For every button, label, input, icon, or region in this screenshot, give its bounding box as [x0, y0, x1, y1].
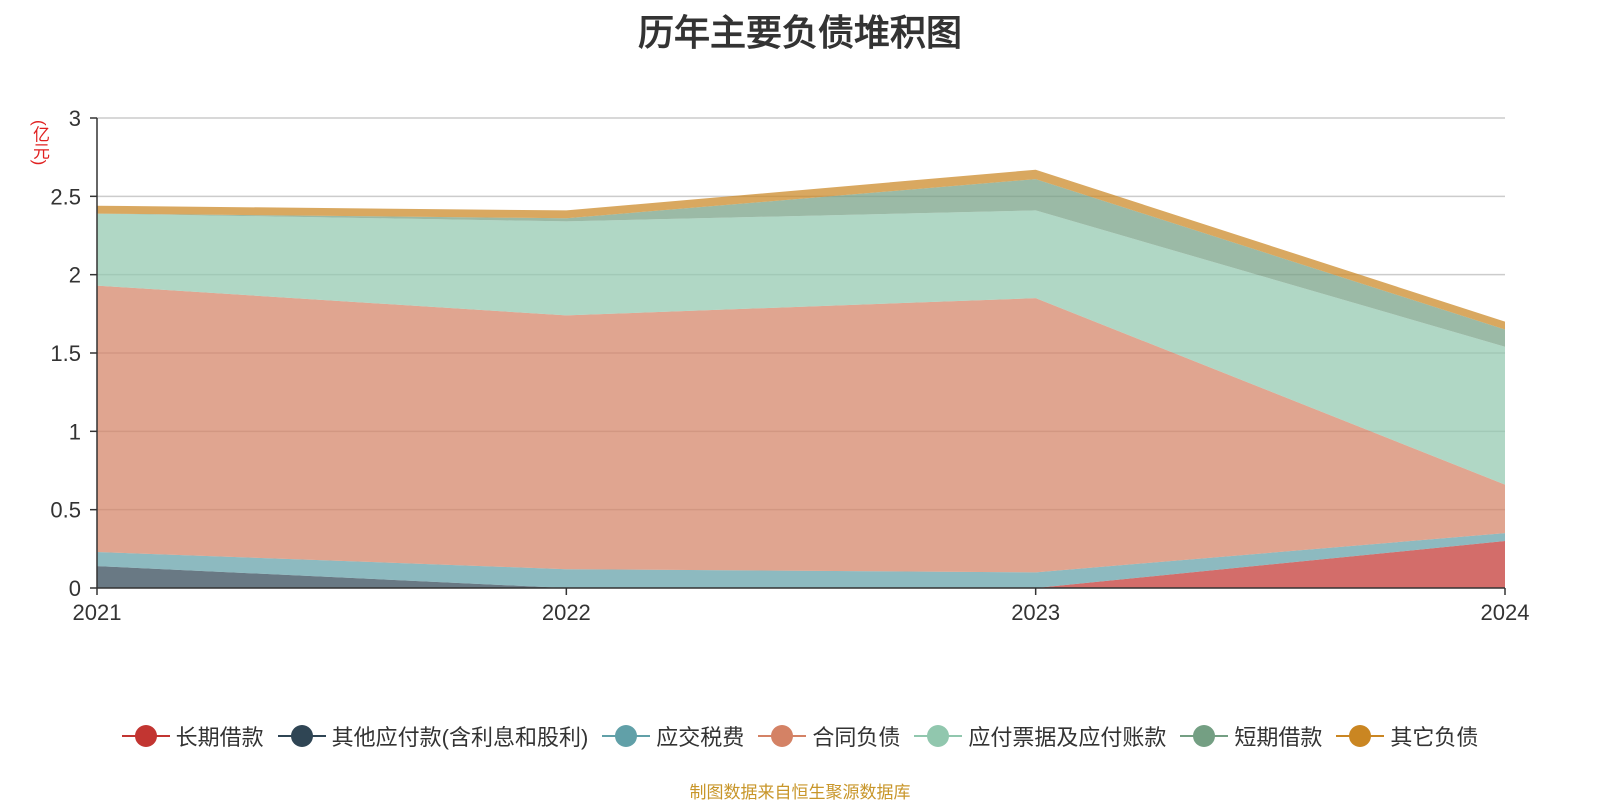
legend-label: 短期借款	[1234, 725, 1323, 750]
legend-item[interactable]: 其他应付款(含利息和股利)	[277, 720, 589, 752]
x-tick-label: 2024	[1481, 600, 1530, 625]
legend-marker-icon	[121, 724, 170, 748]
x-tick-label: 2021	[73, 600, 122, 625]
legend-item[interactable]: 应交税费	[602, 720, 744, 752]
area-series-6	[97, 169, 1505, 330]
legend-item[interactable]: 合同负债	[758, 720, 900, 752]
legend-marker-icon	[277, 724, 326, 748]
y-axis-unit-label: (亿元)	[30, 120, 49, 166]
x-tick-label: 2022	[542, 600, 591, 625]
x-tick-label: 2023	[1011, 600, 1060, 625]
legend-item[interactable]: 其它负债	[1336, 720, 1478, 752]
stacked-areas	[97, 169, 1505, 588]
legend-item[interactable]: 应付票据及应付账款	[914, 720, 1166, 752]
area-series-0	[97, 541, 1505, 588]
legend-marker-icon	[758, 724, 807, 748]
y-tick-label: 2.5	[50, 184, 81, 209]
legend-marker-icon	[602, 724, 651, 748]
legend-marker-icon	[1180, 724, 1229, 748]
y-tick-label: 2	[69, 263, 81, 288]
area-series-2	[97, 533, 1505, 588]
y-tick-label: 1	[69, 419, 81, 444]
legend-item[interactable]: 长期借款	[121, 720, 264, 752]
area-series-3	[97, 285, 1505, 573]
y-tick-label: 0	[69, 576, 81, 601]
legend-item[interactable]: 短期借款	[1180, 720, 1322, 752]
legend-label: 应交税费	[656, 725, 745, 750]
legend-marker-icon	[914, 724, 963, 748]
legend-label: 应付票据及应付账款	[968, 725, 1167, 750]
area-series-1	[97, 541, 1505, 588]
chart-title: 历年主要负债堆积图	[637, 12, 962, 53]
area-series-5	[97, 179, 1505, 347]
axes: 0 0.5 1 1.5 2 2.5 3 2021 2022 2023 2024	[50, 106, 1529, 625]
area-chart: 0 0.5 1 1.5 2 2.5 3 2021 2022 2023 2024	[50, 106, 1529, 625]
y-tick-label: 0.5	[50, 498, 81, 523]
legend-label: 长期借款	[175, 725, 264, 750]
legend-label: 其他应付款(含利息和股利)	[331, 725, 589, 750]
legend-label: 合同负债	[812, 725, 901, 750]
area-series-4	[97, 210, 1505, 485]
legend-label: 其它负债	[1390, 725, 1479, 750]
legend-marker-icon	[1336, 724, 1385, 748]
y-tick-label: 3	[69, 106, 81, 131]
legend: 长期借款 其他应付款(含利息和股利) 应交税费 合同负债 应付票据及应付账款 短期借款 其它…	[0, 718, 1600, 754]
y-tick-label: 1.5	[50, 341, 81, 366]
source-note: 制图数据来自恒生聚源数据库	[689, 783, 911, 802]
